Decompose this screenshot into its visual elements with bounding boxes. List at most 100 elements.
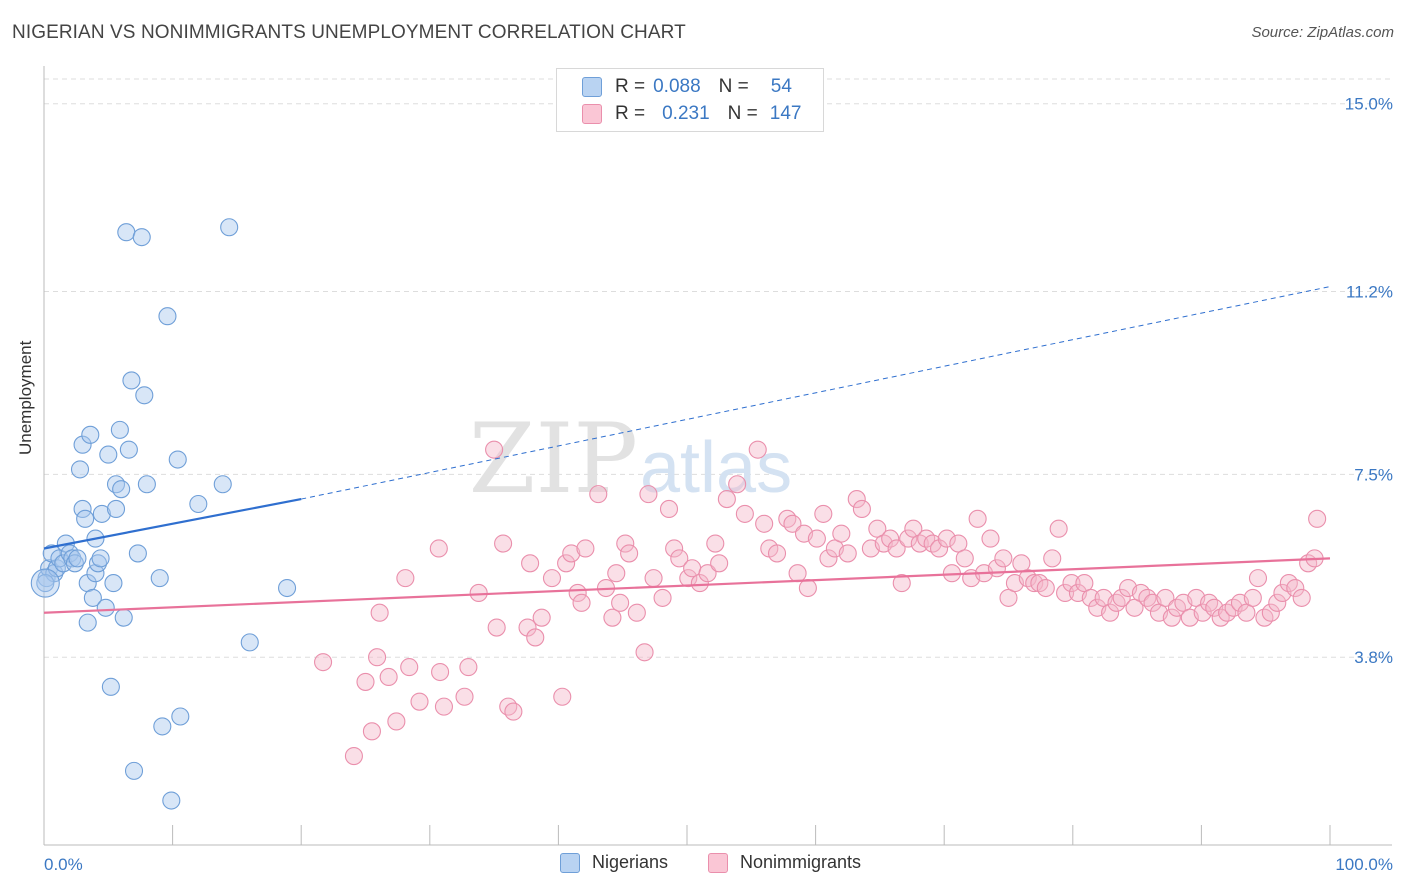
data-point	[368, 648, 387, 667]
data-point	[344, 746, 363, 766]
data-point	[65, 554, 84, 573]
data-point	[1107, 593, 1126, 612]
data-point	[838, 544, 857, 563]
data-point	[106, 499, 126, 518]
correlation-legend: R = 0.088 N = 54 R = 0.231 N = 147	[556, 68, 824, 132]
data-point	[431, 662, 450, 682]
y-tick-label: 7.5%	[1354, 465, 1393, 484]
data-point	[504, 702, 523, 721]
data-point	[92, 504, 111, 523]
data-point-cluster	[30, 568, 60, 598]
data-point	[644, 569, 663, 588]
data-point	[1138, 588, 1157, 607]
data-point	[568, 583, 587, 603]
data-point	[778, 509, 797, 528]
data-point	[110, 420, 129, 439]
data-point	[881, 529, 900, 548]
data-point	[1043, 549, 1062, 568]
data-point	[158, 307, 177, 326]
watermark: ZIP atlas	[469, 403, 792, 515]
data-point	[91, 549, 110, 568]
data-point	[370, 603, 389, 622]
data-point	[518, 618, 537, 637]
legend-item-nonimmigrants: Nonimmigrants	[708, 852, 861, 873]
data-point	[1025, 574, 1044, 593]
data-point	[679, 569, 698, 588]
data-point	[1162, 608, 1181, 627]
data-point	[670, 549, 689, 568]
y-tick-label: 15.0%	[1345, 95, 1393, 114]
data-point	[114, 608, 133, 627]
data-point	[112, 480, 131, 499]
data-point	[104, 574, 123, 593]
data-point	[1243, 588, 1262, 607]
data-point	[101, 677, 120, 696]
data-point	[937, 529, 956, 548]
data-point	[1112, 588, 1131, 607]
r-value: 0.088	[653, 76, 701, 97]
data-point	[387, 712, 406, 731]
data-point	[819, 549, 838, 568]
data-point	[1062, 574, 1081, 593]
y-tick-label: 11.2%	[1346, 283, 1393, 302]
legend-label-nigerians: Nigerians	[592, 852, 669, 872]
data-point	[783, 514, 802, 533]
data-point	[616, 534, 635, 553]
data-point	[122, 371, 141, 390]
data-point	[400, 658, 419, 677]
data-point	[487, 618, 506, 637]
data-point	[83, 588, 102, 607]
trend-lines	[43, 286, 1331, 614]
data-point	[807, 529, 826, 548]
data-point	[1308, 509, 1327, 528]
data-point	[1200, 593, 1219, 612]
data-point	[698, 564, 717, 583]
data-point	[887, 539, 906, 558]
data-point	[665, 539, 684, 558]
data-point	[137, 475, 156, 494]
data-point	[78, 613, 97, 632]
legend-swatch-blue	[560, 852, 580, 873]
data-point	[572, 593, 591, 612]
data-point	[455, 687, 474, 706]
nonimmigrants-points	[314, 440, 1327, 766]
watermark-zip: ZIP	[469, 403, 638, 515]
data-point	[96, 598, 115, 617]
data-point	[117, 223, 136, 242]
data-point	[119, 440, 138, 459]
x-tick-label: 0.0%	[44, 855, 83, 874]
data-point	[981, 529, 1000, 548]
y-tick-label: 3.8%	[1354, 648, 1393, 667]
trend-line-nigerians	[43, 497, 302, 550]
data-point	[968, 509, 987, 528]
data-point	[429, 539, 448, 558]
chart-source: Source: ZipAtlas.com	[1251, 24, 1394, 41]
data-point	[81, 425, 100, 444]
data-point	[659, 499, 679, 518]
data-point	[124, 761, 144, 780]
data-point	[653, 588, 672, 607]
data-point	[892, 574, 911, 593]
legend-swatch-pink	[708, 852, 728, 873]
data-point	[153, 717, 172, 736]
data-point	[611, 593, 630, 612]
data-point	[362, 722, 381, 741]
data-point	[755, 514, 774, 533]
data-point	[635, 643, 654, 662]
data-point	[135, 386, 154, 405]
data-point	[469, 583, 488, 603]
data-point	[847, 490, 866, 509]
chart-title: NIGERIAN VS NONIMMIGRANTS UNEMPLOYMENT C…	[12, 22, 686, 43]
data-point	[639, 485, 658, 504]
data-point	[1036, 578, 1055, 598]
legend-swatch-blue	[582, 77, 602, 97]
data-point	[494, 534, 513, 553]
data-point	[557, 554, 576, 573]
data-point	[955, 549, 974, 568]
data-point	[735, 504, 754, 523]
data-point	[99, 445, 118, 464]
legend-item-nigerians: Nigerians	[560, 852, 668, 873]
data-point	[706, 534, 725, 553]
data-point	[748, 440, 767, 459]
